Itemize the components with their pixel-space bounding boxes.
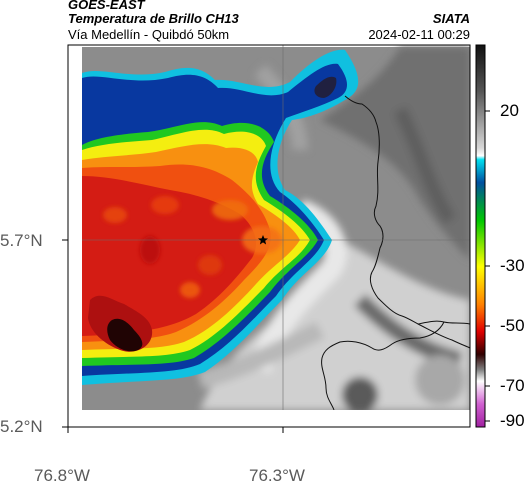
contour-northern-tip <box>314 76 337 98</box>
datetime-label: 2024-02-11 00:29 <box>368 27 470 42</box>
colorbar-tick-neg70: -70 <box>500 376 525 395</box>
lat-label-5-7: 5.7°N <box>0 231 43 250</box>
colorbar-tick-20: 20 <box>500 101 519 120</box>
colorbar <box>475 44 486 428</box>
lon-label-76-3: 76.3°W <box>249 466 305 485</box>
colorbar-tick-neg90: -90 <box>500 411 525 430</box>
contour-black <box>107 318 143 352</box>
border-line-east <box>417 323 470 349</box>
border-line-south <box>321 321 445 411</box>
lon-label-76-8: 76.8°W <box>34 466 90 485</box>
star-icon <box>258 235 268 245</box>
terrain-texture <box>197 47 470 413</box>
lat-label-5-2: 5.2°N <box>0 417 43 436</box>
colorbar-tick-neg50: -50 <box>500 316 525 335</box>
colorbar-tick-neg30: -30 <box>500 256 525 275</box>
org-label: SIATA <box>432 11 470 26</box>
cloud-shield <box>82 49 359 385</box>
product-title: Temperatura de Brillo CH13 <box>68 11 239 26</box>
satellite-title: GOES-EAST <box>68 0 145 12</box>
region-label: Vía Medellín - Quibdó 50km <box>68 27 230 42</box>
